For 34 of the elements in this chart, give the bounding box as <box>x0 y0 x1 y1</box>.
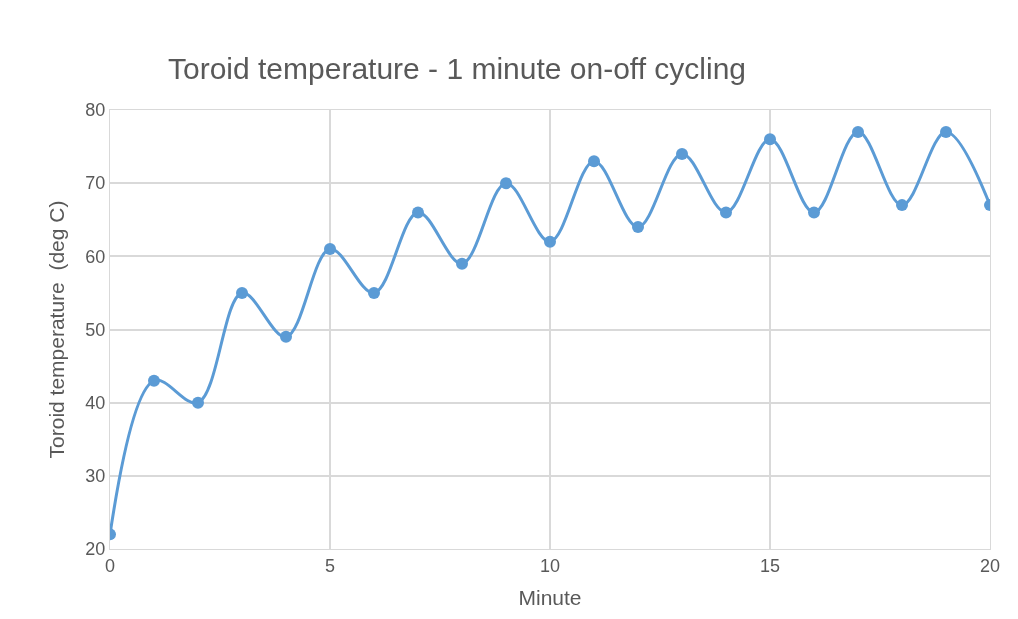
point <box>456 257 468 270</box>
point <box>368 286 380 299</box>
chart-title: Toroid temperature - 1 minute on-off cycling <box>167 51 747 85</box>
point <box>896 199 908 212</box>
x-axis-title: Minute <box>518 585 582 609</box>
x-tick-label: 10 <box>539 555 561 576</box>
x-tick-label: 20 <box>979 555 1001 576</box>
point <box>500 177 512 190</box>
point <box>676 147 688 160</box>
y-tick-label: 30 <box>85 466 106 487</box>
point <box>720 206 732 219</box>
point <box>544 235 556 248</box>
point <box>324 243 336 256</box>
y-tick-label: 60 <box>85 246 106 267</box>
point <box>764 133 776 146</box>
point <box>852 125 864 138</box>
y-tick-label: 40 <box>85 392 106 413</box>
point <box>236 286 248 299</box>
point <box>148 374 160 387</box>
point <box>940 125 952 138</box>
y-tick-label: 70 <box>85 173 106 194</box>
point <box>808 206 820 219</box>
y-tick-label: 80 <box>85 100 106 121</box>
point <box>280 330 292 343</box>
y-tick-label: 20 <box>85 539 106 560</box>
x-tick-label: 15 <box>759 555 781 576</box>
point <box>412 206 424 219</box>
point <box>588 155 600 168</box>
point <box>632 221 644 234</box>
point <box>192 396 204 409</box>
x-tick-label: 5 <box>324 555 336 576</box>
x-tick-label: 0 <box>104 555 116 576</box>
y-tick-label: 50 <box>85 319 106 340</box>
y-axis-title: Toroid temperature (deg C) <box>44 200 68 459</box>
